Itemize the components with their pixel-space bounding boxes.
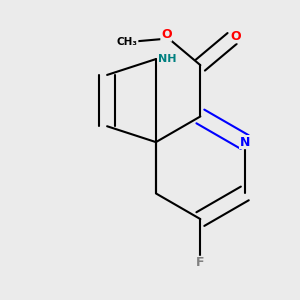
Text: F: F [196,256,205,269]
Text: N: N [240,136,250,148]
Text: CH₃: CH₃ [117,37,138,47]
Text: O: O [161,28,172,41]
Text: NH: NH [158,54,176,64]
Text: O: O [230,30,241,43]
